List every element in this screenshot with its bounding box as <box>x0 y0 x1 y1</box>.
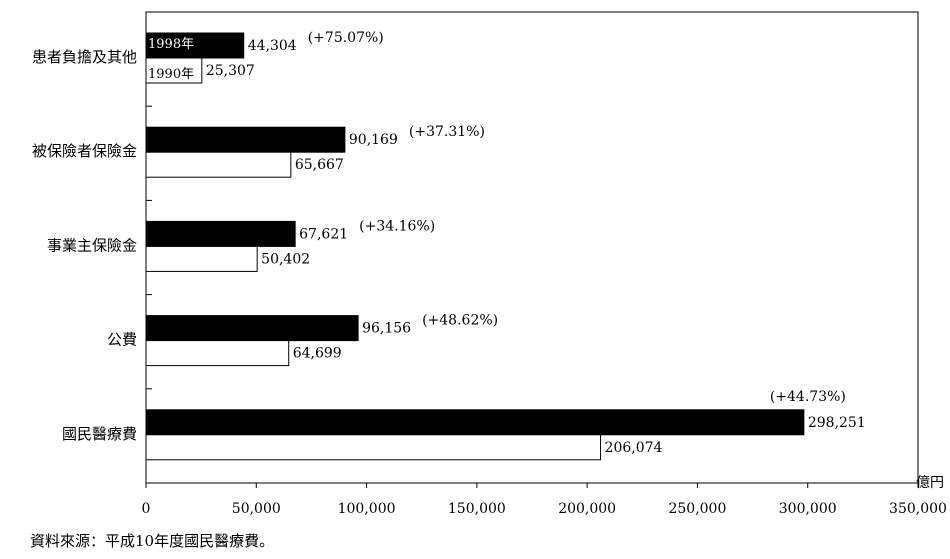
bar-1998 <box>145 220 296 247</box>
legend-1998-label: 1998年 <box>148 37 194 52</box>
x-axis-label: 億円 <box>916 475 944 491</box>
value-label-1998: 67,621 <box>299 226 348 242</box>
bar-1998 <box>145 315 359 342</box>
x-tick-label: 100,000 <box>338 501 396 517</box>
value-label-1990: 65,667 <box>295 157 344 173</box>
x-tick-label: 0 <box>142 501 151 517</box>
value-label-1998: 298,251 <box>808 415 866 431</box>
value-label-1990: 64,699 <box>293 346 342 362</box>
bar-1990 <box>145 340 290 367</box>
category-label: 被保險者保險金 <box>32 142 137 160</box>
value-label-1990: 206,074 <box>605 440 663 456</box>
value-label-1990: 50,402 <box>261 251 310 267</box>
growth-label: (+34.16%) <box>359 218 435 234</box>
category-label: 患者負擔及其他 <box>32 48 137 66</box>
growth-label: (+75.07%) <box>308 30 384 46</box>
x-tick-label: 50,000 <box>232 501 281 517</box>
bar-1990 <box>145 434 602 461</box>
source-note: 資料來源：平成10年度國民醫療費。 <box>30 532 275 550</box>
growth-label: (+48.62%) <box>422 313 498 329</box>
growth-label: (+44.73%) <box>770 389 846 405</box>
value-label-1998: 90,169 <box>349 132 398 148</box>
x-tick-label: 350,000 <box>889 501 947 517</box>
x-tick-label: 250,000 <box>668 501 726 517</box>
value-label-1990: 25,307 <box>206 63 255 79</box>
growth-label: (+37.31%) <box>409 124 485 140</box>
bar-1998 <box>145 126 346 153</box>
legend-1990-label: 1990年 <box>148 67 194 82</box>
value-label-1998: 44,304 <box>248 38 297 54</box>
value-label-1998: 96,156 <box>362 321 411 337</box>
x-tick-label: 300,000 <box>779 501 837 517</box>
bar-1990 <box>145 245 258 272</box>
x-tick-label: 200,000 <box>558 501 616 517</box>
category-label: 事業主保險金 <box>47 236 137 254</box>
bar-1990 <box>145 151 292 178</box>
category-label: 公費 <box>107 331 137 349</box>
x-tick-label: 150,000 <box>448 501 506 517</box>
category-label: 國民醫療費 <box>62 425 137 443</box>
bar-1998 <box>145 409 805 436</box>
bar-1990 <box>145 57 203 84</box>
